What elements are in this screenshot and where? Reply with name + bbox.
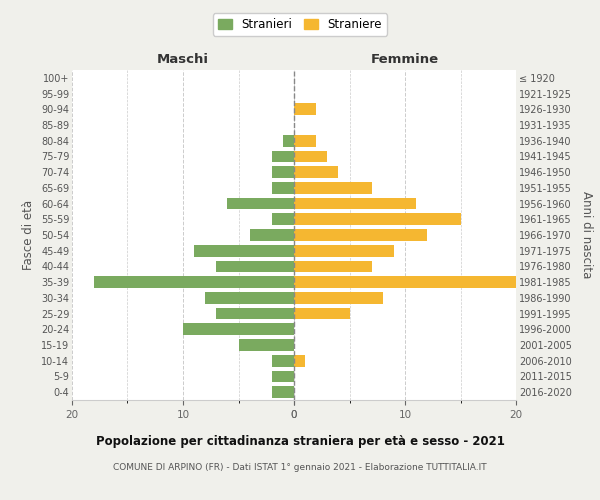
Bar [294,355,305,366]
Title: Femmine: Femmine [371,53,439,66]
Bar [205,292,294,304]
Bar [294,229,427,241]
Bar [250,229,294,241]
Bar [227,198,294,209]
Bar [272,386,294,398]
Bar [94,276,294,288]
Bar [294,308,349,320]
Bar [294,135,316,146]
Bar [216,308,294,320]
Bar [294,182,372,194]
Bar [283,135,294,146]
Bar [294,214,461,225]
Bar [294,276,516,288]
Bar [294,166,338,178]
Legend: Stranieri, Straniere: Stranieri, Straniere [213,14,387,36]
Bar [294,245,394,256]
Bar [272,150,294,162]
Text: COMUNE DI ARPINO (FR) - Dati ISTAT 1° gennaio 2021 - Elaborazione TUTTITALIA.IT: COMUNE DI ARPINO (FR) - Dati ISTAT 1° ge… [113,462,487,471]
Bar [272,214,294,225]
Bar [294,260,372,272]
Y-axis label: Fasce di età: Fasce di età [22,200,35,270]
Bar [183,324,294,335]
Bar [294,198,416,209]
Bar [239,339,294,351]
Bar [294,150,328,162]
Bar [272,182,294,194]
Bar [294,104,316,115]
Bar [272,355,294,366]
Title: Maschi: Maschi [157,53,209,66]
Text: Popolazione per cittadinanza straniera per età e sesso - 2021: Popolazione per cittadinanza straniera p… [95,435,505,448]
Bar [272,166,294,178]
Bar [216,260,294,272]
Bar [272,370,294,382]
Bar [194,245,294,256]
Bar [294,292,383,304]
Y-axis label: Anni di nascita: Anni di nascita [580,192,593,278]
